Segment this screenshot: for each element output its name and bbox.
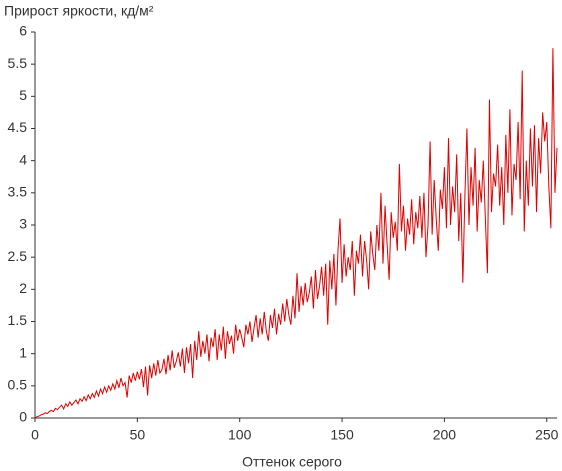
y-tick-label: 4 [19,151,27,167]
y-tick-label: 5 [19,87,27,103]
y-tick-label: 3 [19,216,27,232]
y-tick-label: 4.5 [8,119,28,135]
y-tick-label: 2 [19,280,27,296]
y-tick-label: 1 [19,344,27,360]
x-tick-label: 100 [228,427,252,443]
y-tick-label: 5.5 [8,55,28,71]
data-line [34,48,558,419]
x-tick-label: 0 [31,427,39,443]
x-tick-label: 200 [433,427,457,443]
x-axis-label: Оттенок серого [242,454,342,470]
y-tick-label: 2.5 [8,248,28,264]
x-tick-label: 150 [330,427,354,443]
y-tick-label: 3.5 [8,184,28,200]
y-tick-label: 0.5 [8,377,28,393]
y-tick-label: 0 [19,409,27,425]
y-tick-label: 6 [19,23,27,39]
chart-title: Прирост яркости, кд/м² [4,3,154,19]
x-tick-label: 250 [535,427,559,443]
x-tick-label: 50 [130,427,146,443]
y-tick-label: 1.5 [8,312,28,328]
